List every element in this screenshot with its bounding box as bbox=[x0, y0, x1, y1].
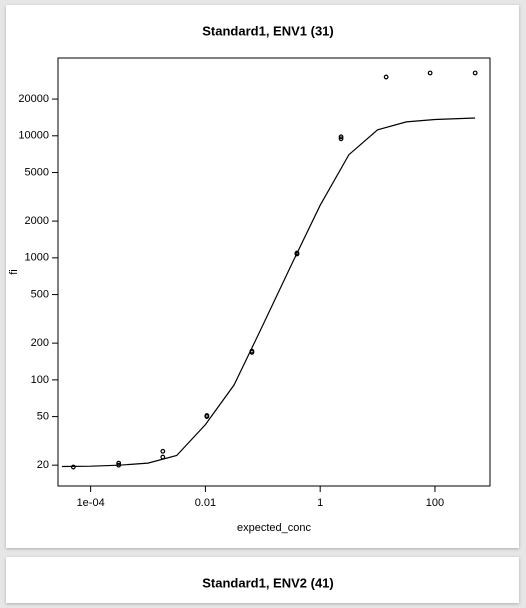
data-point bbox=[338, 134, 344, 140]
plot-card: Standard1, ENV2 (41) bbox=[6, 557, 519, 603]
data-point bbox=[338, 136, 344, 142]
x-tick-label: 1e-04 bbox=[77, 497, 105, 509]
data-point bbox=[160, 448, 166, 454]
y-axis-label: fi bbox=[8, 269, 20, 275]
chart-title: Standard1, ENV1 (31) bbox=[202, 23, 334, 38]
y-tick-label: 5000 bbox=[25, 166, 49, 178]
chart: Standard1, ENV1 (31) 1e-04 0.01 1 100 20 50 100… bbox=[8, 23, 491, 534]
x-axis-label: expected_conc bbox=[237, 522, 311, 534]
y-tick-label: 50 bbox=[37, 411, 49, 423]
data-point bbox=[427, 70, 433, 76]
data-point bbox=[472, 70, 478, 76]
y-tick-label: 2000 bbox=[25, 215, 49, 227]
y-tick-label: 10000 bbox=[18, 130, 49, 142]
plot-frame bbox=[57, 57, 491, 487]
y-tick-label: 1000 bbox=[25, 252, 49, 264]
y-tick-label: 100 bbox=[31, 374, 49, 386]
data-point bbox=[70, 464, 76, 470]
y-tick-label: 20000 bbox=[18, 93, 49, 105]
fit-curve bbox=[61, 117, 476, 468]
y-tick-label: 200 bbox=[31, 337, 49, 349]
data-point bbox=[204, 413, 210, 418]
x-tick-label: 100 bbox=[426, 497, 444, 509]
x-tick-label: 1 bbox=[317, 497, 323, 509]
x-tick-label: 0.01 bbox=[195, 497, 216, 509]
chart-title: Standard1, ENV2 (41) bbox=[202, 575, 334, 590]
y-tick-label: 20 bbox=[37, 459, 49, 471]
y-tick-label: 500 bbox=[31, 288, 49, 300]
plot-card: Standard1, ENV1 (31) 1e-04 0.01 1 100 20 50 100… bbox=[6, 5, 519, 548]
data-point bbox=[383, 74, 389, 80]
chart: Standard1, ENV2 (41) bbox=[202, 575, 334, 590]
